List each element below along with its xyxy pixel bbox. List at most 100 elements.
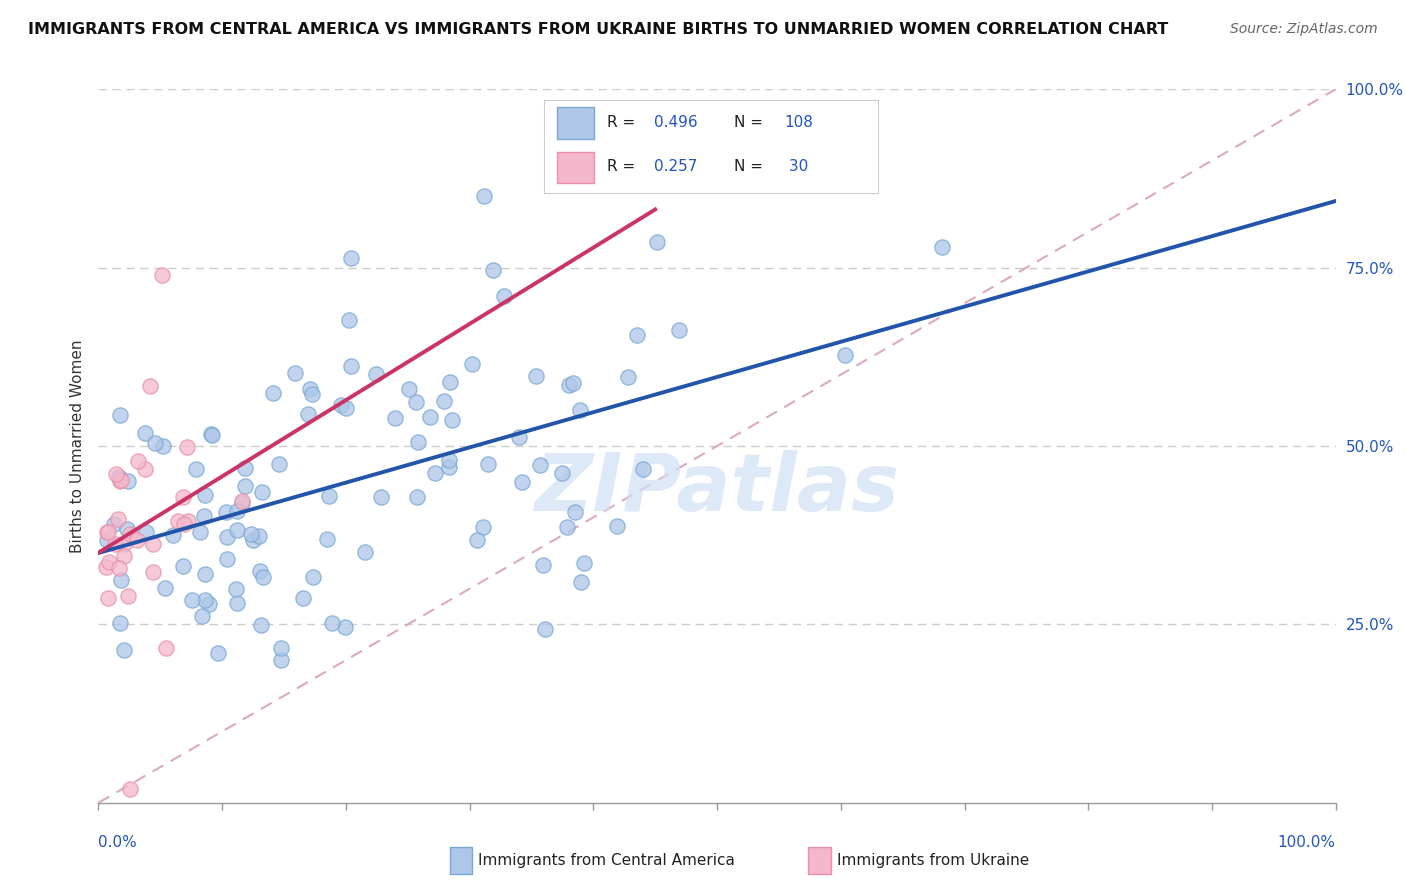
- Point: [108, 470, 131, 484]
- Point: [134, 426, 156, 441]
- Text: IMMIGRANTS FROM CENTRAL AMERICA VS IMMIGRANTS FROM UKRAINE BIRTHS TO UNMARRIED W: IMMIGRANTS FROM CENTRAL AMERICA VS IMMIG…: [28, 22, 1168, 37]
- Point: [298, 383, 321, 397]
- Point: [191, 608, 214, 623]
- Point: [242, 533, 264, 548]
- Point: [419, 409, 441, 424]
- Point: [193, 509, 215, 524]
- Point: [167, 514, 190, 528]
- Point: [366, 368, 388, 382]
- Point: [440, 412, 463, 426]
- Point: [225, 596, 247, 610]
- Point: [173, 517, 195, 532]
- Point: [321, 616, 343, 631]
- Point: [197, 598, 219, 612]
- Point: [103, 517, 125, 532]
- Point: [433, 393, 456, 408]
- Point: [626, 327, 648, 342]
- Point: [118, 781, 141, 796]
- Point: [217, 530, 239, 544]
- Point: [405, 395, 427, 409]
- Point: [142, 536, 165, 550]
- Point: [127, 533, 149, 548]
- Point: [668, 323, 690, 337]
- Point: [316, 532, 339, 546]
- Point: [558, 377, 581, 392]
- Point: [112, 549, 135, 564]
- Point: [150, 268, 173, 282]
- Point: [302, 570, 325, 584]
- Point: [398, 382, 420, 396]
- Point: [337, 313, 360, 327]
- Point: [555, 520, 578, 534]
- Point: [330, 398, 353, 412]
- FancyBboxPatch shape: [557, 107, 593, 139]
- Point: [564, 505, 586, 519]
- Point: [569, 575, 592, 590]
- Point: [108, 474, 131, 488]
- Text: R =: R =: [607, 159, 641, 174]
- Point: [96, 560, 118, 574]
- Point: [340, 359, 363, 374]
- Text: 0.496: 0.496: [654, 115, 697, 129]
- Point: [172, 490, 194, 504]
- Point: [406, 490, 429, 504]
- Text: Source: ZipAtlas.com: Source: ZipAtlas.com: [1230, 22, 1378, 37]
- Point: [461, 357, 484, 371]
- Point: [270, 641, 292, 656]
- Point: [108, 615, 131, 630]
- Point: [606, 518, 628, 533]
- Point: [117, 474, 139, 488]
- Point: [186, 462, 208, 476]
- Text: N =: N =: [734, 159, 768, 174]
- Text: Immigrants from Central America: Immigrants from Central America: [478, 854, 735, 868]
- Point: [134, 461, 156, 475]
- Point: [931, 239, 953, 253]
- Point: [207, 646, 229, 660]
- Point: [112, 642, 135, 657]
- Point: [508, 430, 530, 444]
- Point: [492, 288, 515, 302]
- Point: [231, 496, 253, 510]
- Point: [437, 453, 460, 467]
- Point: [318, 489, 340, 503]
- Point: [104, 467, 127, 481]
- Point: [262, 385, 284, 400]
- Point: [633, 462, 655, 476]
- Point: [231, 493, 253, 508]
- Point: [152, 439, 174, 453]
- Point: [226, 523, 249, 537]
- Point: [193, 488, 215, 502]
- Point: [155, 640, 177, 655]
- Point: [524, 368, 547, 383]
- Y-axis label: Births to Unmarried Women: Births to Unmarried Women: [69, 339, 84, 553]
- Point: [96, 591, 118, 605]
- Point: [180, 593, 202, 607]
- Point: [233, 479, 256, 493]
- Point: [177, 514, 200, 528]
- Point: [551, 466, 574, 480]
- Point: [162, 528, 184, 542]
- Point: [108, 409, 131, 423]
- Point: [139, 379, 162, 393]
- Point: [188, 524, 211, 539]
- Point: [406, 435, 429, 450]
- Point: [117, 590, 139, 604]
- Point: [645, 235, 668, 249]
- Point: [226, 504, 249, 518]
- Point: [120, 527, 142, 541]
- Point: [143, 435, 166, 450]
- Point: [335, 401, 357, 415]
- Point: [97, 555, 120, 569]
- Point: [481, 263, 503, 277]
- Point: [270, 653, 292, 667]
- Point: [425, 467, 447, 481]
- Point: [96, 533, 118, 548]
- Point: [201, 428, 224, 442]
- Point: [194, 567, 217, 582]
- Point: [215, 505, 238, 519]
- Point: [284, 367, 307, 381]
- Point: [96, 524, 118, 539]
- Point: [531, 558, 554, 573]
- Point: [135, 525, 157, 540]
- Point: [108, 561, 131, 575]
